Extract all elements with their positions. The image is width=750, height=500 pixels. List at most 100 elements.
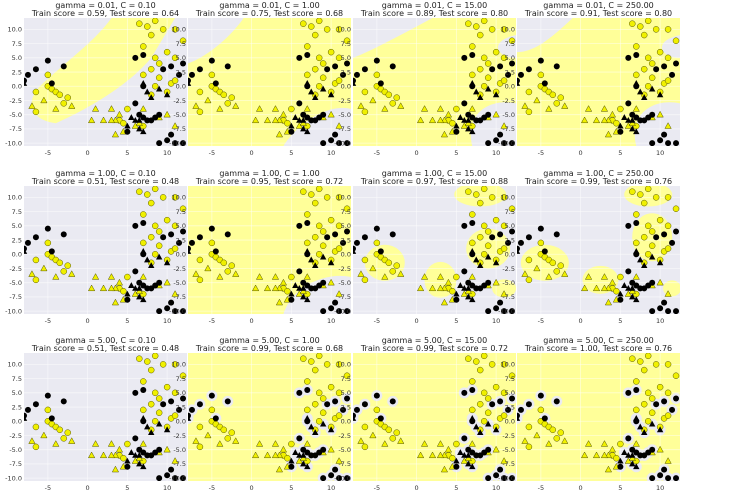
point-class1-circle-3 xyxy=(541,415,548,422)
point-class0-circle-8 xyxy=(32,276,40,284)
point-class0-circle-22 xyxy=(155,242,163,249)
point-class0-circle-6 xyxy=(64,94,71,101)
y-tick-label: -7.5 xyxy=(338,293,351,301)
point-class1-triangle-0 xyxy=(188,248,192,254)
data-points xyxy=(353,18,516,146)
point-class0-circle-20 xyxy=(155,60,163,67)
point-class0-triangle-8 xyxy=(87,116,96,124)
point-class1-circle-6 xyxy=(132,389,139,396)
point-class0-circle-25 xyxy=(480,251,488,258)
point-class0-circle-18 xyxy=(327,216,335,224)
point-class1-circle-22 xyxy=(501,140,508,146)
point-class1-circle-22 xyxy=(172,140,179,146)
point-class1-circle-20 xyxy=(288,296,295,303)
data-points xyxy=(24,353,187,481)
point-class0-triangle-17 xyxy=(632,273,640,280)
x-tick-label: -5 xyxy=(45,149,51,157)
point-class0-circle-11 xyxy=(644,18,652,25)
point-class1-triangle-9 xyxy=(492,426,500,433)
y-tick-label: 0.0 xyxy=(12,418,22,426)
point-class0-circle-15 xyxy=(672,205,680,213)
point-class0-circle-31 xyxy=(453,440,460,448)
point-class1-circle-7 xyxy=(469,219,476,226)
point-class1-triangle-9 xyxy=(327,426,335,433)
point-class0-triangle-9 xyxy=(115,445,124,453)
point-class0-circle-22 xyxy=(319,242,327,249)
point-class0-triangle-4 xyxy=(420,105,429,112)
point-class1-triangle-9 xyxy=(327,259,335,266)
point-class1-circle-5 xyxy=(373,392,380,399)
x-tick-label: -5 xyxy=(538,484,544,492)
point-class0-circle-18 xyxy=(656,48,664,56)
point-class1-triangle-3 xyxy=(300,117,307,123)
point-class0-circle-6 xyxy=(557,429,564,436)
point-class1-circle-10 xyxy=(344,395,351,402)
point-class1-circle-25 xyxy=(661,466,668,473)
y-tick-label: 0.0 xyxy=(176,83,186,91)
point-class1-circle-10 xyxy=(673,60,680,67)
point-class0-circle-12 xyxy=(488,26,496,33)
point-class1-circle-18 xyxy=(320,279,327,286)
point-class0-circle-15 xyxy=(343,37,351,45)
point-class1-circle-5 xyxy=(44,57,51,64)
point-class1-triangle-3 xyxy=(300,452,307,458)
x-tick-label: 5 xyxy=(618,317,622,325)
point-class1-circle-10 xyxy=(673,395,680,402)
point-class1-triangle-8 xyxy=(155,253,163,260)
point-class1-triangle-6 xyxy=(304,128,311,135)
point-class0-triangle-15 xyxy=(327,445,335,453)
point-class0-circle-16 xyxy=(633,378,640,385)
y-tick-label: 10.0 xyxy=(501,361,515,369)
y-tick-label: 0.0 xyxy=(176,418,186,426)
point-class0-circle-18 xyxy=(492,48,500,56)
point-class1-circle-24 xyxy=(649,308,656,314)
point-class0-circle-27 xyxy=(633,406,640,414)
y-tick-label: -2.5 xyxy=(9,432,22,440)
point-class1-circle-2 xyxy=(525,66,532,73)
x-tick-label: 10 xyxy=(163,149,171,157)
point-class1-triangle-8 xyxy=(319,253,327,260)
point-class0-triangle-2 xyxy=(381,105,389,112)
point-class1-circle-23 xyxy=(180,140,187,146)
x-tick-label: 5 xyxy=(454,484,458,492)
point-class1-circle-1 xyxy=(188,406,195,413)
point-class1-circle-24 xyxy=(156,308,163,314)
x-tick-label: -5 xyxy=(45,317,51,325)
point-class0-circle-10 xyxy=(143,23,151,30)
grid xyxy=(24,353,187,481)
point-class0-circle-17 xyxy=(151,222,159,230)
point-class1-circle-8 xyxy=(160,234,167,241)
point-class1-circle-25 xyxy=(168,299,175,306)
point-class1-circle-25 xyxy=(168,131,175,138)
point-class1-triangle-4 xyxy=(617,290,624,297)
x-tick-label: 5 xyxy=(289,149,293,157)
point-class0-circle-30 xyxy=(120,119,127,127)
point-class0-triangle-9 xyxy=(279,278,288,286)
point-class0-circle-22 xyxy=(155,409,163,416)
point-class1-circle-22 xyxy=(172,475,179,481)
point-class0-triangle-17 xyxy=(468,105,476,112)
point-class0-triangle-18 xyxy=(436,116,445,124)
point-class0-triangle-1 xyxy=(40,431,48,439)
point-class1-triangle-3 xyxy=(136,117,143,123)
y-tick-label: 5.0 xyxy=(341,389,351,397)
point-class0-circle-31 xyxy=(124,440,131,448)
point-class1-circle-21 xyxy=(328,137,335,144)
point-class1-triangle-4 xyxy=(288,290,295,297)
point-class1-circle-11 xyxy=(505,71,512,78)
grid xyxy=(188,186,351,314)
point-class0-triangle-0 xyxy=(192,270,200,277)
point-class1-circle-9 xyxy=(497,63,504,70)
point-class0-triangle-7 xyxy=(99,284,108,292)
point-class0-triangle-16 xyxy=(171,457,179,464)
point-class0-circle-25 xyxy=(480,418,488,425)
point-class0-circle-19 xyxy=(664,389,672,397)
point-class1-circle-20 xyxy=(617,296,624,303)
point-class1-triangle-11 xyxy=(633,80,640,86)
x-tick-label: 0 xyxy=(250,149,254,157)
y-tick-label: -2.5 xyxy=(173,432,186,440)
point-class0-circle-13 xyxy=(640,31,648,39)
point-class0-circle-13 xyxy=(147,31,155,39)
point-class1-triangle-1 xyxy=(292,449,299,455)
data-points xyxy=(188,18,351,146)
